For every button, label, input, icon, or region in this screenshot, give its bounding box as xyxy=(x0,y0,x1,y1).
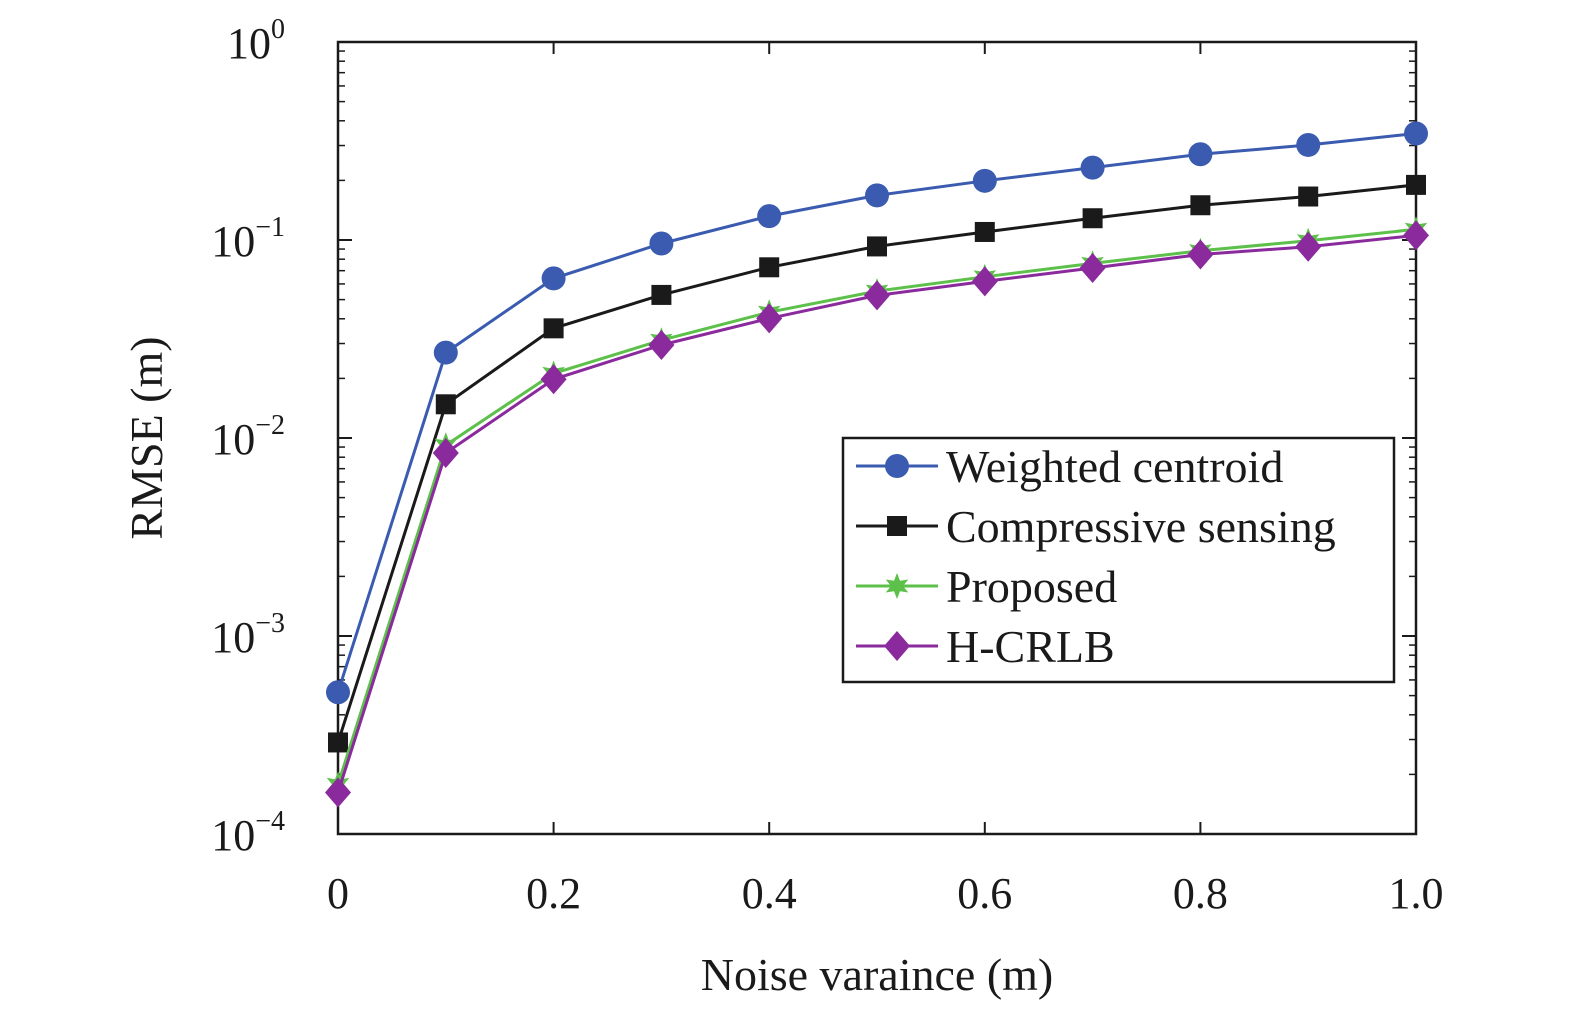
data-point xyxy=(1296,132,1321,157)
data-point xyxy=(648,329,675,360)
data-point xyxy=(649,231,674,256)
data-point xyxy=(1187,239,1214,270)
data-point xyxy=(543,318,564,339)
data-point xyxy=(325,777,351,808)
legend-label: H-CRLB xyxy=(946,621,1115,672)
data-point xyxy=(757,204,782,229)
y-tick-label: 10−4 xyxy=(211,806,285,860)
series-layer xyxy=(325,121,1429,808)
data-point xyxy=(1082,208,1103,229)
legend-label: Weighted centroid xyxy=(946,441,1283,492)
x-tick-label: 0.6 xyxy=(957,869,1012,918)
data-point xyxy=(864,280,890,311)
y-tick-base: 10 xyxy=(211,613,255,662)
data-point xyxy=(1188,142,1213,167)
y-tick-label: 10−2 xyxy=(211,410,285,464)
y-tick-label: 10−1 xyxy=(211,212,285,266)
data-point xyxy=(756,303,783,334)
data-point xyxy=(328,732,348,753)
data-point xyxy=(971,266,998,297)
legend-marker xyxy=(885,573,909,599)
data-point xyxy=(541,266,566,291)
legend-box xyxy=(841,436,1396,684)
legend-marker xyxy=(885,454,909,478)
series-weighted-centroid xyxy=(326,121,1428,705)
y-axis-label: RMSE (m) xyxy=(121,336,172,539)
legend-marker xyxy=(884,631,910,661)
data-point xyxy=(540,364,567,395)
data-point xyxy=(1190,195,1211,216)
y-tick-exponent: 0 xyxy=(271,14,285,45)
data-point xyxy=(432,437,459,468)
y-tick-base: 10 xyxy=(211,811,255,860)
y-tick-exponent: −2 xyxy=(255,410,285,441)
y-tick-base: 10 xyxy=(227,19,271,68)
y-tick-exponent: −1 xyxy=(255,212,285,243)
data-point xyxy=(1079,253,1106,284)
y-tick-label: 10−3 xyxy=(211,608,285,662)
plot-axes xyxy=(336,40,1418,836)
x-tick-label: 0.8 xyxy=(1173,869,1228,918)
series-h-crlb xyxy=(325,220,1429,808)
data-point xyxy=(433,340,458,365)
y-tick-base: 10 xyxy=(211,415,255,464)
x-tick-label: 1.0 xyxy=(1389,869,1444,918)
data-point xyxy=(1298,186,1319,207)
data-point xyxy=(974,221,995,242)
y-tick-label: 100 xyxy=(227,14,285,68)
legend-label: Compressive sensing xyxy=(946,501,1336,552)
data-point xyxy=(867,236,887,257)
legend-label: Proposed xyxy=(946,561,1117,612)
y-tick-base: 10 xyxy=(211,217,255,266)
x-tick-label: 0.4 xyxy=(742,869,797,918)
data-point xyxy=(1406,174,1426,195)
data-point xyxy=(1295,231,1322,262)
x-axis-label: Noise varaince (m) xyxy=(701,949,1054,1000)
x-tick-label: 0 xyxy=(327,869,349,918)
data-point xyxy=(1404,121,1428,146)
legend: Weighted centroid Compressive sensing Prop… xyxy=(841,436,1396,684)
x-tick-label: 0.2 xyxy=(526,869,581,918)
data-point xyxy=(972,168,997,193)
y-tick-exponent: −3 xyxy=(255,608,285,639)
y-tick-exponent: −4 xyxy=(255,806,285,837)
data-point xyxy=(759,257,780,278)
legend-marker xyxy=(887,516,907,536)
data-point xyxy=(1403,220,1429,251)
data-point xyxy=(435,394,456,415)
data-point xyxy=(651,284,672,305)
data-point xyxy=(326,680,350,705)
series-compressive-sensing xyxy=(328,174,1426,753)
data-point xyxy=(865,183,889,208)
data-point xyxy=(1080,155,1105,180)
